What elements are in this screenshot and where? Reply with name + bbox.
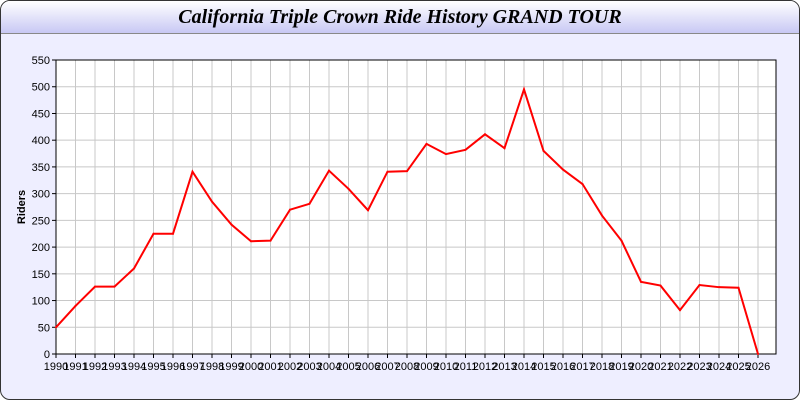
x-tick-label: 2024 <box>707 361 731 373</box>
data-point <box>230 223 233 226</box>
x-tick-label: 2017 <box>570 361 594 373</box>
y-tick-label: 100 <box>32 296 50 308</box>
x-tick-label: 2011 <box>454 361 478 373</box>
x-tick-label: 1993 <box>102 361 126 373</box>
data-point <box>367 209 369 212</box>
y-tick-label: 300 <box>32 189 50 201</box>
x-tick-label: 2019 <box>609 361 633 373</box>
data-point <box>698 284 701 287</box>
x-tick-label: 2009 <box>414 361 438 373</box>
data-point <box>406 170 408 173</box>
data-point <box>191 170 194 173</box>
x-tick-label: 2012 <box>473 361 497 373</box>
x-tick-label: 2021 <box>648 361 672 373</box>
data-point <box>601 214 603 217</box>
data-point <box>523 88 525 91</box>
x-tick-label: 1990 <box>44 361 68 373</box>
x-tick-label: 2015 <box>531 361 555 373</box>
chart-title: California Triple Crown Ride History GRA… <box>178 6 622 28</box>
x-tick-label: 2004 <box>317 361 341 373</box>
x-tick-label: 2008 <box>395 361 419 373</box>
data-point <box>211 200 213 203</box>
x-tick-label: 1996 <box>161 361 185 373</box>
data-point <box>289 208 291 211</box>
x-tick-label: 2018 <box>590 361 614 373</box>
x-tick-label: 2005 <box>336 361 360 373</box>
data-point <box>542 149 545 152</box>
data-point <box>503 147 506 150</box>
x-tick-label: 2001 <box>258 361 282 373</box>
data-point <box>133 267 135 270</box>
y-tick-label: 250 <box>32 215 50 227</box>
data-point <box>620 239 623 242</box>
x-tick-label: 2013 <box>492 361 516 373</box>
data-point <box>640 280 642 283</box>
data-point <box>250 240 252 243</box>
x-tick-label: 2006 <box>356 361 380 373</box>
y-tick-label: 150 <box>32 269 50 281</box>
y-tick-label: 550 <box>32 55 50 67</box>
y-tick-label: 0 <box>44 349 50 361</box>
y-axis-label: Riders <box>16 190 28 224</box>
x-tick-label: 2003 <box>297 361 321 373</box>
x-tick-label: 2007 <box>375 361 399 373</box>
x-tick-label: 2020 <box>629 361 653 373</box>
y-tick-label: 400 <box>32 135 50 147</box>
x-tick-label: 2025 <box>726 361 750 373</box>
data-point <box>737 286 740 289</box>
y-tick-label: 450 <box>32 108 50 120</box>
y-tick-label: 200 <box>32 242 50 254</box>
x-tick-label: 2023 <box>687 361 711 373</box>
x-tick-label: 1991 <box>63 361 87 373</box>
data-point <box>562 168 564 171</box>
data-point <box>172 232 174 235</box>
plot-area <box>56 60 776 354</box>
data-point <box>718 286 720 289</box>
data-point <box>445 153 447 156</box>
x-tick-label: 1994 <box>122 361 146 373</box>
x-tick-label: 2010 <box>434 361 458 373</box>
x-tick-label: 1998 <box>200 361 224 373</box>
x-tick-label: 2000 <box>239 361 263 373</box>
data-point <box>581 183 584 186</box>
data-point <box>757 353 759 355</box>
x-tick-label: 2016 <box>551 361 575 373</box>
data-point <box>425 142 428 145</box>
x-tick-label: 1999 <box>219 361 243 373</box>
y-tick-label: 350 <box>32 162 50 174</box>
data-point <box>484 133 486 136</box>
data-point <box>464 148 467 151</box>
data-point <box>308 202 311 205</box>
data-point <box>94 285 96 288</box>
data-point <box>347 187 350 190</box>
y-tick-label: 500 <box>32 82 50 94</box>
chart-header: California Triple Crown Ride History GRA… <box>1 1 799 34</box>
data-point <box>328 169 330 172</box>
x-tick-label: 2002 <box>278 361 302 373</box>
data-point <box>659 284 662 287</box>
x-tick-label: 2014 <box>512 361 536 373</box>
y-tick-label: 50 <box>38 322 50 334</box>
data-point <box>113 285 116 288</box>
data-point <box>55 326 57 329</box>
data-point <box>269 239 272 242</box>
x-tick-label: 2022 <box>668 361 692 373</box>
x-tick-label: 1995 <box>141 361 165 373</box>
data-point <box>152 232 155 235</box>
x-tick-label: 2026 <box>746 361 770 373</box>
data-point <box>386 170 389 173</box>
x-tick-label: 1997 <box>180 361 204 373</box>
plot-border <box>55 59 777 355</box>
data-point <box>679 309 681 312</box>
data-point <box>74 304 77 307</box>
x-tick-label: 1992 <box>83 361 107 373</box>
